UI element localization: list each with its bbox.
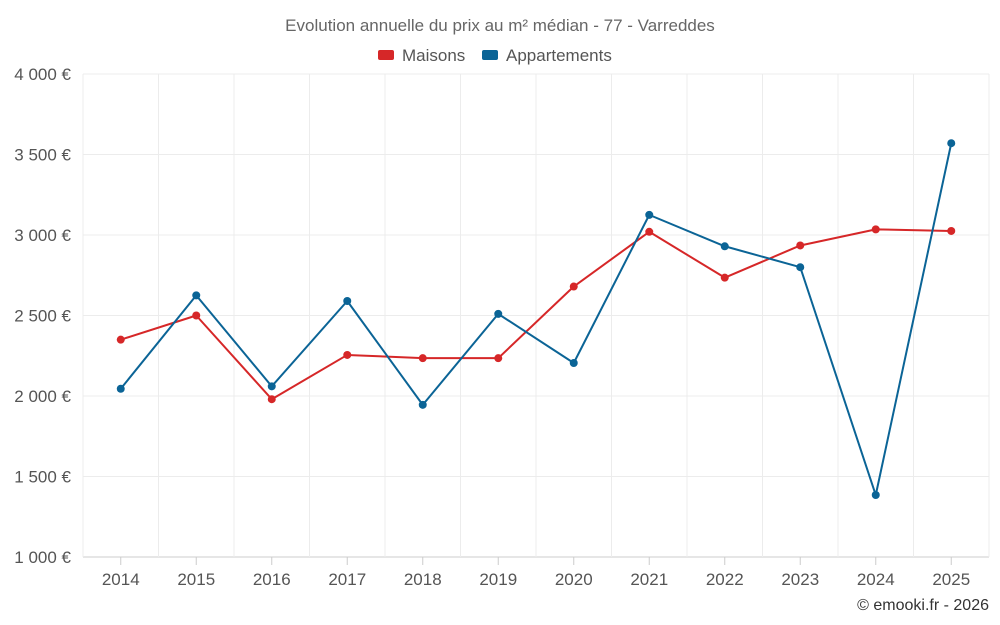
y-tick-label: 3 500 € [14, 146, 71, 165]
data-point-appartements[interactable] [116, 384, 125, 393]
data-point-maisons[interactable] [494, 354, 503, 363]
x-axis-ticks: 2014 2015 2016 2017 2018 2019 2020 2021 2022 2023… [102, 557, 970, 589]
y-tick-label: 2 000 € [14, 387, 71, 406]
data-point-maisons[interactable] [645, 227, 654, 236]
data-point-maisons[interactable] [720, 273, 729, 282]
x-tick-label: 2020 [555, 570, 593, 589]
data-point-appartements[interactable] [418, 400, 427, 409]
data-point-maisons[interactable] [418, 354, 427, 363]
series [116, 139, 956, 500]
series-line-appartements [119, 143, 953, 497]
x-tick-label: 2015 [177, 570, 215, 589]
x-tick-label: 2017 [328, 570, 366, 589]
data-point-appartements[interactable] [947, 139, 956, 148]
data-point-appartements[interactable] [494, 309, 503, 318]
x-tick-label: 2018 [404, 570, 442, 589]
data-point-maisons[interactable] [569, 282, 578, 291]
data-point-appartements[interactable] [267, 382, 276, 391]
data-point-maisons[interactable] [192, 311, 201, 320]
data-point-appartements[interactable] [569, 358, 578, 367]
credit-text: © emooki.fr - 2026 [857, 597, 989, 614]
series-appartements [116, 139, 956, 500]
legend-item-appartements[interactable]: Appartements [482, 46, 612, 65]
legend-label-maisons: Maisons [402, 46, 465, 65]
data-point-maisons[interactable] [796, 241, 805, 250]
data-point-appartements[interactable] [645, 210, 654, 219]
series-line-maisons [120, 228, 952, 401]
x-tick-label: 2014 [102, 570, 140, 589]
legend-label-appartements: Appartements [506, 46, 612, 65]
x-tick-label: 2016 [253, 570, 291, 589]
y-tick-label: 2 500 € [14, 307, 71, 326]
legend: Maisons Appartements [378, 46, 612, 65]
data-point-appartements[interactable] [343, 297, 352, 306]
data-point-appartements[interactable] [720, 242, 729, 251]
legend-item-maisons[interactable]: Maisons [378, 46, 465, 65]
data-point-maisons[interactable] [343, 350, 352, 359]
data-point-appartements[interactable] [192, 291, 201, 300]
series-maisons [116, 225, 956, 404]
data-point-maisons[interactable] [871, 225, 880, 234]
y-axis-ticks: 1 000 € 1 500 € 2 000 € 2 500 € 3 000 € 3 500… [14, 65, 71, 567]
x-tick-label: 2019 [479, 570, 517, 589]
x-tick-label: 2023 [781, 570, 819, 589]
legend-swatch-maisons [378, 50, 394, 60]
chart-title: Evolution annuelle du prix au m² médian … [285, 16, 715, 35]
grid [82, 73, 990, 558]
data-point-appartements[interactable] [871, 491, 880, 500]
x-tick-label: 2022 [706, 570, 744, 589]
x-tick-label: 2024 [857, 570, 895, 589]
legend-swatch-appartements [482, 50, 498, 60]
data-point-maisons[interactable] [267, 395, 276, 404]
data-point-maisons[interactable] [947, 226, 956, 235]
y-tick-label: 3 000 € [14, 226, 71, 245]
y-tick-label: 1 000 € [14, 548, 71, 567]
y-tick-label: 1 500 € [14, 468, 71, 487]
data-point-appartements[interactable] [796, 263, 805, 272]
y-tick-label: 4 000 € [14, 65, 71, 84]
x-tick-label: 2021 [630, 570, 668, 589]
data-point-maisons[interactable] [116, 335, 125, 344]
x-tick-label: 2025 [932, 570, 970, 589]
